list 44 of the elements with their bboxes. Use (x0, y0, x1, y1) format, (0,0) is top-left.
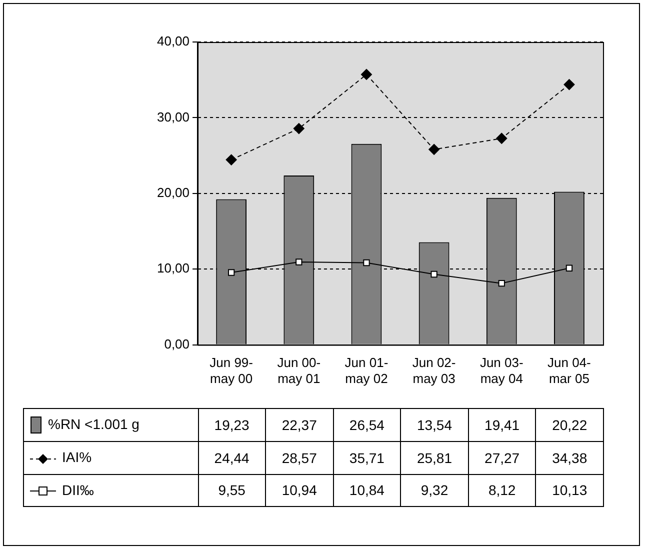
legend-label: IAI% (62, 449, 92, 466)
data-label: 19,41 (468, 408, 536, 442)
data-label: 19,23 (198, 408, 266, 442)
data-label: 10,13 (536, 474, 604, 506)
point (226, 154, 237, 166)
point (293, 123, 304, 134)
point (566, 264, 573, 272)
point (496, 132, 508, 144)
point (296, 258, 302, 266)
y-tick-label: 0,00 (164, 336, 190, 352)
x-tick-label: Jun 04- mar 05 (548, 355, 591, 386)
data-label: 10,94 (266, 474, 334, 506)
point (363, 259, 370, 266)
point (498, 280, 505, 287)
data-label: 9,32 (400, 474, 468, 506)
x-tick-label: Jun 03- may 04 (480, 355, 524, 386)
data-label: 25,81 (400, 442, 468, 474)
point (228, 269, 235, 276)
x-tick-label: Jun 99- may 00 (210, 355, 254, 386)
data-label: 26,54 (333, 408, 401, 442)
data-label: 10,84 (333, 474, 401, 506)
point (360, 68, 372, 80)
y-tick-label: 20,00 (156, 184, 190, 200)
data-label: 28,57 (266, 442, 334, 474)
x-tick-label: Jun 02- may 03 (412, 355, 456, 386)
point (428, 144, 440, 155)
y-tick-label: 30,00 (156, 109, 190, 124)
data-label: 34,38 (536, 442, 604, 474)
point (430, 270, 438, 278)
data-label: 13,54 (400, 408, 468, 442)
legend-label: DII‰ (62, 482, 94, 498)
x-tick-label: Jun 00- may 01 (277, 355, 321, 386)
data-label: 9,55 (198, 474, 266, 506)
point (564, 79, 575, 90)
legend-label: %RN <1.001 g (48, 416, 140, 432)
data-label: 27,27 (468, 442, 536, 474)
data-label: 8,12 (468, 474, 536, 506)
data-label: 35,71 (333, 442, 401, 474)
data-label: 24,44 (198, 442, 266, 474)
x-tick-label: Jun 01- may 02 (344, 355, 388, 386)
data-label: 20,22 (536, 408, 604, 442)
y-tick-label: 10,00 (156, 260, 190, 276)
y-tick-label: 40,00 (156, 34, 190, 49)
data-label: 22,37 (266, 408, 334, 442)
